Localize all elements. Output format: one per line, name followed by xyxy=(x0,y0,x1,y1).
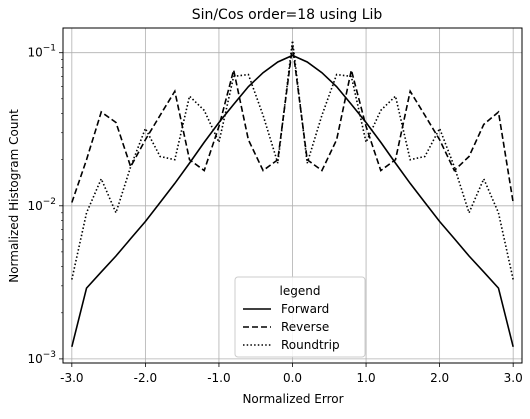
x-tick-label: -1.0 xyxy=(207,371,230,385)
legend-entries: Forward Reverse Roundtrip xyxy=(243,302,340,352)
y-tick-label: 10−3 xyxy=(27,350,56,366)
x-tick-label: 0.0 xyxy=(283,371,302,385)
x-tick-label: 1.0 xyxy=(357,371,376,385)
y-tick-label: 10−2 xyxy=(27,197,56,213)
legend-box xyxy=(234,276,366,358)
legend: legend Forward Reverse Roundtrip xyxy=(234,276,366,358)
legend-title: legend xyxy=(280,284,321,298)
legend-label-roundtrip: Roundtrip xyxy=(281,338,340,352)
legend-label-reverse: Reverse xyxy=(281,320,329,334)
legend-label-forward: Forward xyxy=(281,302,329,316)
x-axis-label: Normalized Error xyxy=(242,392,343,406)
series-lines xyxy=(71,40,514,347)
x-tick-label: 2.0 xyxy=(430,371,449,385)
y-tick-label: 10−1 xyxy=(27,44,56,60)
x-tick-label: -2.0 xyxy=(134,371,157,385)
grid xyxy=(63,28,522,363)
y-axis-label: Normalized Histogram Count xyxy=(7,109,21,283)
x-axis-ticks: -3.0 -2.0 -1.0 0.0 1.0 2.0 3.0 xyxy=(60,363,523,385)
x-tick-label: 3.0 xyxy=(504,371,523,385)
y-axis-ticks: 10−3 10−2 10−1 xyxy=(27,44,63,366)
chart-title: Sin/Cos order=18 using Lib xyxy=(192,7,383,23)
x-tick-label: -3.0 xyxy=(60,371,83,385)
series-line-forward xyxy=(71,54,514,347)
